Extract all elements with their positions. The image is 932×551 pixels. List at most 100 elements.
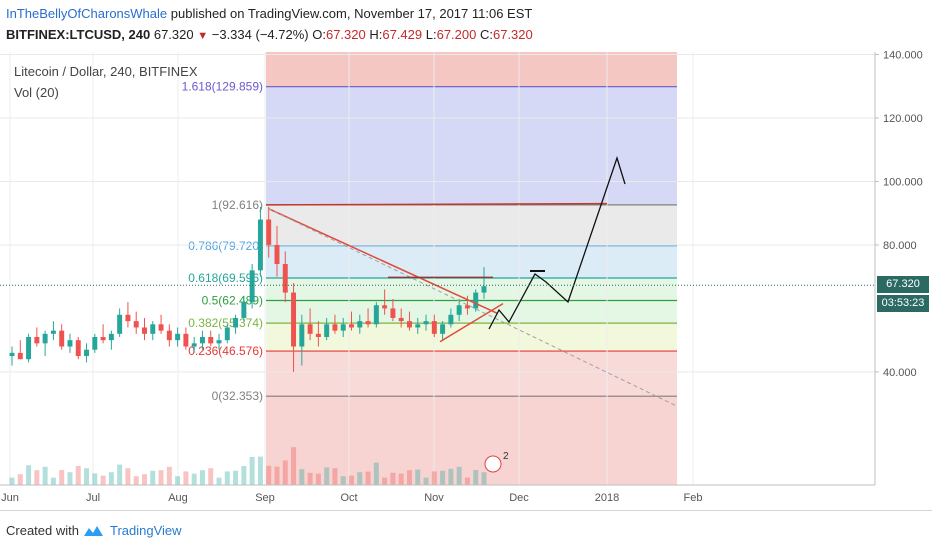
candle-body — [183, 333, 189, 347]
volume-bar — [183, 471, 189, 485]
candle-body — [406, 321, 412, 328]
price-tick-label: 100.000 — [883, 176, 923, 188]
volume-bar — [299, 469, 305, 485]
candle-body — [42, 333, 48, 344]
volume-bar — [34, 470, 40, 485]
volume-bar — [75, 466, 81, 485]
candle-body — [274, 244, 280, 264]
candle-body — [448, 314, 454, 325]
volume-bar — [373, 462, 379, 485]
candle-body — [473, 292, 479, 309]
time-tick-label: Jun — [1, 492, 19, 504]
volume-bar — [398, 473, 404, 485]
candle-body — [299, 324, 305, 347]
volume-bar — [274, 466, 280, 485]
volume-bar — [406, 470, 412, 485]
volume-bar — [17, 474, 23, 485]
candle-body — [224, 327, 230, 341]
candle-body — [282, 263, 288, 293]
fib-zone — [266, 245, 677, 278]
candle-body — [67, 340, 73, 347]
volume-bar — [440, 470, 446, 485]
time-tick-label: Feb — [684, 492, 703, 504]
candlestick-series — [9, 206, 487, 372]
candle-body — [249, 270, 255, 303]
candle-body — [75, 340, 81, 357]
volume-bar — [158, 470, 164, 485]
fib-level-label: 0.618(69.596) — [188, 271, 263, 285]
candle-body — [266, 219, 272, 245]
close-value: 67.320 — [492, 27, 533, 42]
candle-body — [233, 317, 239, 328]
price-tick-label: 120.000 — [883, 113, 923, 125]
high-value: 67.429 — [382, 27, 423, 42]
volume-bar — [175, 476, 181, 485]
candle-body — [166, 330, 172, 341]
time-tick-label: Oct — [340, 492, 357, 504]
candle-body — [357, 321, 363, 328]
volume-bar — [423, 477, 429, 485]
fib-zone — [266, 204, 677, 246]
volume-bar — [50, 477, 56, 485]
tradingview-cloud-icon — [84, 526, 103, 536]
volume-bar — [42, 466, 48, 485]
volume-bar — [349, 475, 354, 485]
candle-body — [464, 305, 470, 309]
volume-bar — [332, 468, 338, 485]
fib-zone — [266, 277, 677, 301]
fib-zone-bottom — [266, 396, 677, 485]
volume-bar — [456, 466, 462, 485]
volume-bar — [307, 472, 313, 485]
fib-zone-top — [266, 52, 677, 87]
price-tick-label: 80.000 — [883, 240, 917, 252]
candle-body — [34, 337, 40, 344]
candle-body — [373, 305, 379, 325]
volume-bar — [481, 472, 487, 485]
candle-body — [456, 305, 462, 315]
time-tick-label: Jul — [86, 492, 100, 504]
last-price: 67.320 — [153, 27, 194, 42]
economic-event-icon — [484, 455, 502, 473]
volume-bar — [382, 477, 388, 485]
candle-body — [133, 321, 139, 328]
volume-bar — [266, 465, 272, 485]
candle-body — [208, 337, 214, 344]
candle-body — [291, 292, 297, 347]
tradingview-brand-link[interactable]: TradingView — [110, 523, 182, 538]
candle-body — [257, 219, 263, 271]
chart-legend-title: Litecoin / Dollar, 240, BITFINEX — [14, 64, 198, 79]
candle-body — [92, 337, 98, 350]
candle-body — [431, 321, 437, 334]
volume-bar — [191, 473, 197, 485]
volume-bar — [208, 468, 214, 485]
fib-level-label: 1(92.616) — [212, 198, 263, 212]
candle-body — [17, 352, 23, 360]
publish-header: InTheBellyOfCharonsWhale published on Tr… — [6, 6, 532, 21]
volume-bar — [415, 469, 421, 485]
volume-bar — [473, 470, 479, 485]
down-arrow-icon: ▼ — [197, 30, 209, 42]
volume-bars — [9, 447, 487, 485]
fib-level-label: 0.786(79.720) — [188, 239, 263, 253]
volume-bar — [291, 447, 297, 485]
candle-body — [349, 324, 354, 328]
author-link[interactable]: InTheBellyOfCharonsWhale — [6, 6, 168, 21]
triangle-lower-line — [439, 303, 504, 343]
fib-zone — [266, 351, 677, 397]
low-value: 67.200 — [436, 27, 477, 42]
volume-bar — [464, 477, 470, 485]
volume-bar — [84, 468, 90, 485]
volume-bar — [224, 471, 230, 485]
volume-bar — [365, 471, 371, 485]
candle-body — [199, 337, 205, 344]
candle-body — [59, 330, 65, 347]
created-with-label: Created with — [6, 523, 79, 538]
volume-bar — [125, 468, 131, 485]
volume-bar — [241, 466, 247, 485]
candle-body — [175, 333, 181, 341]
candle-body — [108, 333, 114, 341]
drawings: 2 — [265, 155, 678, 473]
candle-body — [9, 352, 15, 357]
fib-level-label: 0.5(62.489) — [202, 294, 263, 308]
